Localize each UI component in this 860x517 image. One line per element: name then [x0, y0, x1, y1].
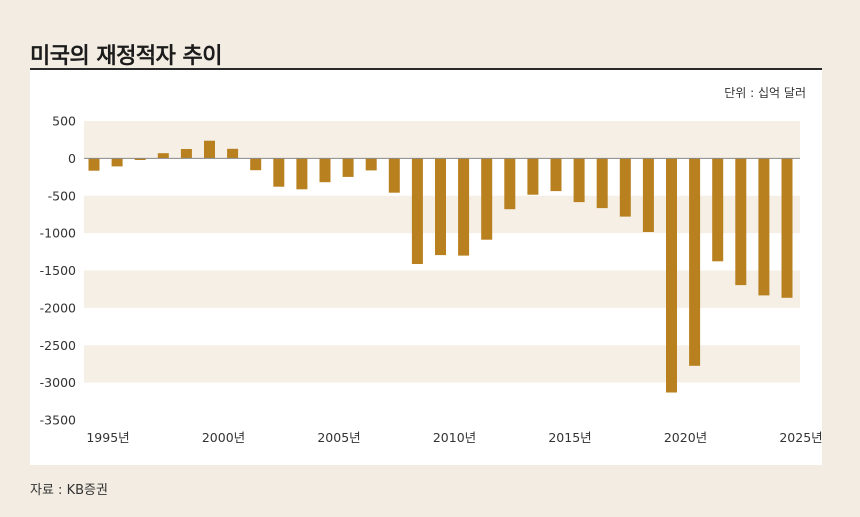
x-tick-label: 2015년: [548, 430, 591, 445]
bar-2016: [573, 158, 585, 203]
y-tick-label: 0: [68, 151, 76, 166]
bar-2018: [619, 158, 631, 217]
bar-1996: [111, 158, 123, 167]
bar-2023: [735, 158, 747, 286]
y-tick-label: -500: [48, 188, 76, 203]
chart-title: 미국의 재정적자 추이: [30, 44, 222, 69]
bar-2003: [273, 158, 285, 187]
bar-1995: [88, 158, 100, 171]
bar-2013: [504, 158, 516, 210]
bar-2012: [481, 158, 493, 240]
x-tick-label: 1995년: [86, 430, 129, 445]
bar-series: [88, 140, 793, 393]
bar-2000: [204, 140, 215, 159]
source-note: 자료 : KB증권: [30, 483, 108, 498]
bar-2005: [319, 158, 331, 183]
title-underline: [30, 68, 822, 70]
y-tick-label: -2000: [40, 300, 76, 315]
y-tick-label: -2500: [40, 338, 76, 353]
bar-2020: [666, 158, 677, 393]
bar-2014: [527, 158, 539, 195]
x-tick-label: 2025년: [779, 430, 822, 445]
bar-1998: [157, 153, 169, 159]
x-tick-label: 2020년: [664, 430, 707, 445]
bar-2011: [458, 158, 470, 256]
grid-band: [84, 345, 800, 383]
y-tick-label: -3500: [40, 413, 76, 428]
bar-2025: [781, 158, 793, 298]
bar-2004: [296, 158, 308, 190]
bar-2006: [342, 158, 354, 177]
bar-2024: [758, 158, 770, 296]
bar-2001: [227, 148, 239, 159]
bar-2008: [388, 158, 400, 193]
bar-2022: [712, 158, 724, 262]
x-tick-label: 2000년: [202, 430, 245, 445]
unit-label: 단위 : 십억 달러: [724, 86, 806, 100]
x-tick-label: 2010년: [433, 430, 476, 445]
bar-1997: [134, 158, 146, 160]
bar-2009: [411, 158, 423, 264]
y-tick-label: -1000: [40, 226, 76, 241]
grid-band: [84, 270, 800, 308]
y-axis: 500 0 -500 -1000 -1500 -2000 -2500 -3000 -3500: [40, 114, 76, 428]
bar-2007: [365, 158, 377, 171]
x-tick-label: 2005년: [317, 430, 360, 445]
bar-2015: [550, 158, 562, 192]
bar-2021: [689, 158, 701, 366]
x-axis: 1995년 2000년 2005년 2010년 2015년 2020년 2025년: [86, 430, 822, 445]
bar-1999: [180, 149, 192, 159]
bar-2010: [435, 158, 446, 256]
grid-band: [84, 121, 800, 159]
y-tick-label: -3000: [40, 375, 76, 390]
y-tick-label: 500: [52, 114, 76, 129]
bar-2019: [642, 158, 654, 232]
bar-2002: [250, 158, 262, 171]
bar-2017: [596, 158, 608, 209]
y-tick-label: -1500: [40, 263, 76, 278]
